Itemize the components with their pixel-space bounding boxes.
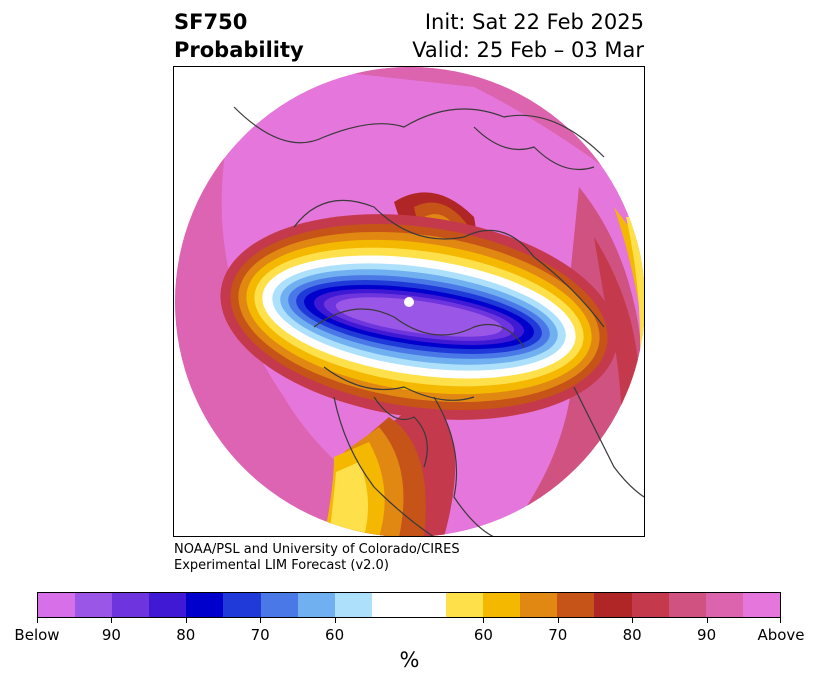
credit-line-2: Experimental LIM Forecast (v2.0): [174, 558, 389, 573]
colorbar-unit: %: [399, 648, 420, 672]
colorbar-bin-17: [668, 593, 706, 617]
probability-field: [175, 67, 644, 536]
colorbar-bin-0: [38, 593, 76, 617]
tick-label: 60: [325, 626, 345, 644]
tick-label: 90: [101, 626, 121, 644]
valid-dates: Valid: 25 Feb – 03 Mar: [412, 38, 644, 62]
colorbar-tick-labels: Below 90 80 70 60 60 70 80 90 Above: [14, 626, 804, 646]
pole-marker: [404, 297, 414, 307]
colorbar-bin-12: [483, 593, 521, 617]
chart-title: SF750 Probability: [174, 8, 304, 64]
forecast-dates: Init: Sat 22 Feb 2025 Valid: 25 Feb – 03…: [412, 8, 644, 64]
colorbar-bin-1: [75, 593, 113, 617]
colorbar-bin-18: [705, 593, 743, 617]
colorbar-bin-16: [631, 593, 669, 617]
tick-label: 80: [176, 626, 196, 644]
tick-mark: [780, 618, 781, 623]
tick-label: Below: [14, 626, 60, 644]
colorbar-bin-7: [297, 593, 335, 617]
title-variable: SF750: [174, 10, 248, 34]
field-band: [175, 67, 434, 536]
coastline-0: [233, 106, 605, 158]
coastline-3: [323, 366, 475, 401]
tick-label: 70: [548, 626, 568, 644]
coastline-8: [473, 126, 595, 171]
field-band: [329, 462, 368, 536]
tick-mark: [334, 618, 336, 623]
coastlines: [233, 106, 644, 536]
field-band: [175, 67, 644, 197]
colorbar-tickmarks: [37, 618, 781, 623]
colorbar-bin-3: [149, 593, 187, 617]
tick-label: 60: [473, 626, 493, 644]
coastline-7: [573, 386, 644, 498]
tick-label: 70: [250, 626, 270, 644]
colorbar-bin-2: [112, 593, 150, 617]
tick-mark: [111, 618, 113, 623]
colorbar-bin-6: [260, 593, 298, 617]
title-type: Probability: [174, 38, 304, 62]
polar-map: [173, 66, 645, 537]
tick-mark: [260, 618, 262, 623]
tick-mark: [632, 618, 634, 623]
colorbar-bin-9: [371, 593, 409, 617]
colorbar: [37, 592, 781, 618]
tick-label: Above: [757, 626, 805, 644]
probability-map: [175, 67, 644, 536]
colorbar-bin-19: [742, 593, 780, 617]
colorbar-bin-15: [594, 593, 632, 617]
tick-mark: [185, 618, 187, 623]
tick-mark: [706, 618, 708, 623]
coastline-6: [373, 396, 428, 468]
coastline-1: [293, 199, 605, 328]
coastline-2: [313, 308, 525, 348]
colorbar-bin-11: [446, 593, 484, 617]
anomaly-ring-13: [335, 297, 503, 337]
credit-line-1: NOAA/PSL and University of Colorado/CIRE…: [174, 542, 460, 557]
colorbar-bin-14: [557, 593, 595, 617]
colorbar-bin-10: [408, 593, 447, 617]
init-date: Init: Sat 22 Feb 2025: [424, 10, 644, 34]
colorbar-bin-4: [186, 593, 224, 617]
colorbar-bin-13: [520, 593, 558, 617]
coastline-4: [333, 396, 434, 536]
tick-label: 90: [697, 626, 717, 644]
colorbar-bin-5: [223, 593, 261, 617]
coastline-5: [433, 396, 494, 536]
tick-label: 80: [622, 626, 642, 644]
credit-text: NOAA/PSL and University of Colorado/CIRE…: [174, 542, 460, 574]
tick-mark: [483, 618, 485, 623]
colorbar-bin-8: [334, 593, 372, 617]
tick-mark: [37, 618, 38, 623]
field-band: [626, 217, 644, 377]
tick-mark: [557, 618, 559, 623]
